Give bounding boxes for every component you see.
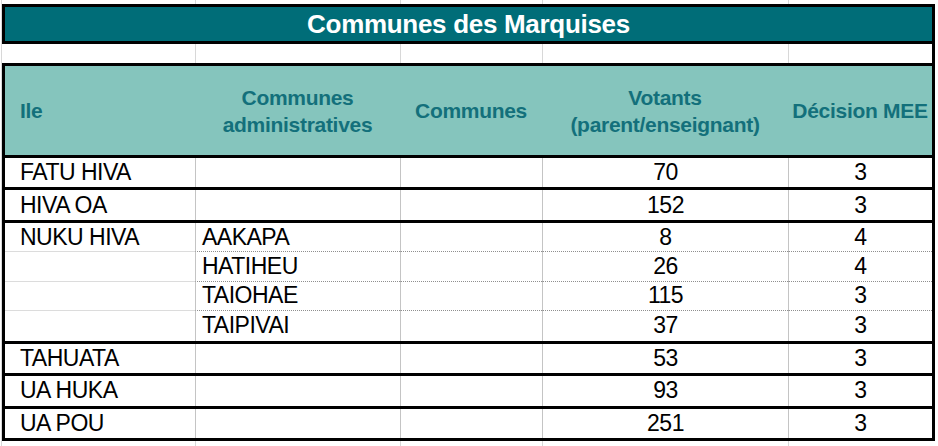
- sheet-bottom-strip: [0, 441, 938, 446]
- cell-commune-administrative: [195, 158, 400, 187]
- cell-ile: [5, 252, 195, 281]
- cell-votants: 53: [542, 344, 788, 373]
- header-line: Décision MEE: [792, 97, 927, 124]
- table-row: HATIHEU 26 4: [5, 252, 932, 281]
- cell-commune: [400, 282, 542, 311]
- header-communes-administratives: Communes administratives: [195, 66, 400, 155]
- cell-votants: 152: [542, 190, 788, 219]
- header-line: administratives: [223, 111, 373, 138]
- table-row: TAIOHAE 115 3: [5, 282, 932, 311]
- cell-decision-mee: 4: [788, 223, 932, 252]
- cell-votants: 115: [542, 282, 788, 311]
- cell-votants: 70: [542, 158, 788, 187]
- header-votants: Votants (parent/enseignant): [542, 66, 788, 155]
- cell-ile: [5, 282, 195, 311]
- cell-commune: [400, 223, 542, 252]
- cell-ile: [5, 311, 195, 340]
- cell-ile: UA POU: [5, 409, 195, 438]
- cell-commune-administrative: [195, 409, 400, 438]
- cell-commune-administrative: AAKAPA: [195, 223, 400, 252]
- table-title-bar: Communes des Marquises: [2, 4, 935, 44]
- cell-commune: [400, 311, 542, 340]
- header-line: (parent/enseignant): [570, 111, 759, 138]
- spreadsheet-area: Communes des Marquises Ile Communes admi…: [0, 0, 938, 446]
- table-row: TAHUATA 53 3: [5, 344, 932, 376]
- cell-commune-administrative: [195, 376, 400, 405]
- gap-row: [2, 44, 935, 63]
- header-decision-mee: Décision MEE: [788, 66, 932, 155]
- cell-commune: [400, 252, 542, 281]
- cell-commune-administrative: [195, 344, 400, 373]
- cell-decision-mee: 3: [788, 376, 932, 405]
- cell-decision-mee: 3: [788, 311, 932, 340]
- cell-ile: UA HUKA: [5, 376, 195, 405]
- cell-votants: 26: [542, 252, 788, 281]
- header-row: Ile Communes administratives Communes Vo…: [2, 63, 935, 158]
- cell-votants: 251: [542, 409, 788, 438]
- cell-commune: [400, 158, 542, 187]
- cell-ile: NUKU HIVA: [5, 223, 195, 252]
- cell-commune: [400, 344, 542, 373]
- header-ile-label: Ile: [20, 97, 42, 124]
- cell-decision-mee: 3: [788, 190, 932, 219]
- header-line: Communes: [415, 97, 527, 124]
- cell-ile: TAHUATA: [5, 344, 195, 373]
- cell-decision-mee: 3: [788, 282, 932, 311]
- table-row: TAIPIVAI 37 3: [5, 311, 932, 343]
- cell-ile: HIVA OA: [5, 190, 195, 219]
- table-body: FATU HIVA 70 3 HIVA OA 152 3 NUKU HIVA A…: [2, 158, 935, 441]
- cell-commune-administrative: TAIPIVAI: [195, 311, 400, 340]
- header-ile: Ile: [5, 66, 195, 155]
- cell-decision-mee: 3: [788, 158, 932, 187]
- cell-commune-administrative: TAIOHAE: [195, 282, 400, 311]
- header-line: Communes: [242, 84, 354, 111]
- cell-commune: [400, 409, 542, 438]
- cell-commune: [400, 376, 542, 405]
- header-line: Votants: [628, 84, 701, 111]
- cell-votants: 8: [542, 223, 788, 252]
- cell-votants: 37: [542, 311, 788, 340]
- cell-commune: [400, 190, 542, 219]
- cell-commune-administrative: [195, 190, 400, 219]
- table-row: UA HUKA 93 3: [5, 376, 932, 408]
- cell-decision-mee: 3: [788, 344, 932, 373]
- table-row: NUKU HIVA AAKAPA 8 4: [5, 223, 932, 252]
- table-row: HIVA OA 152 3: [5, 190, 932, 222]
- cell-decision-mee: 3: [788, 409, 932, 438]
- table-row: UA POU 251 3: [5, 409, 932, 438]
- cell-commune-administrative: HATIHEU: [195, 252, 400, 281]
- table-row: FATU HIVA 70 3: [5, 158, 932, 190]
- cell-ile: FATU HIVA: [5, 158, 195, 187]
- cell-votants: 93: [542, 376, 788, 405]
- table-title: Communes des Marquises: [307, 9, 630, 40]
- cell-decision-mee: 4: [788, 252, 932, 281]
- header-communes: Communes: [400, 66, 542, 155]
